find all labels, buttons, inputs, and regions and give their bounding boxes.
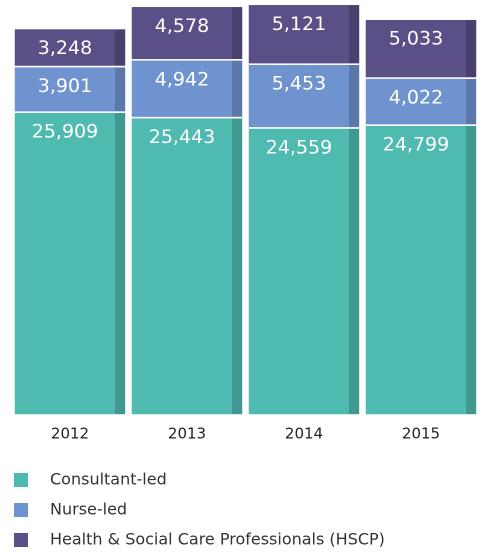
bar-shade bbox=[115, 67, 125, 112]
x-tick-label: 2012 bbox=[51, 425, 89, 443]
bar-shade bbox=[232, 60, 242, 117]
bar-segment bbox=[364, 18, 478, 79]
value-label: 25,909 bbox=[32, 121, 98, 143]
value-label: 25,443 bbox=[149, 126, 215, 148]
x-tick-label: 2014 bbox=[285, 425, 323, 443]
bar-segment bbox=[13, 111, 127, 416]
value-label: 5,033 bbox=[389, 28, 443, 50]
value-label: 4,942 bbox=[155, 68, 209, 90]
bar-shade bbox=[466, 79, 476, 125]
value-label: 5,121 bbox=[272, 13, 326, 35]
x-tick-label: 2015 bbox=[402, 425, 440, 443]
legend-label: Consultant-led bbox=[50, 470, 167, 489]
bar-segment bbox=[247, 127, 361, 416]
x-tick-label: 2013 bbox=[168, 425, 206, 443]
legend-label: Health & Social Care Professionals (HSCP… bbox=[50, 530, 385, 549]
bar-shade bbox=[115, 113, 125, 414]
value-label: 4,022 bbox=[389, 87, 443, 109]
bar-shade bbox=[115, 29, 125, 66]
bar-shade bbox=[349, 128, 359, 414]
value-label: 3,248 bbox=[38, 37, 92, 59]
bar-shade bbox=[232, 118, 242, 414]
value-label: 3,901 bbox=[38, 75, 92, 97]
legend-swatch bbox=[14, 533, 28, 547]
value-label: 4,578 bbox=[155, 15, 209, 37]
bar-segment bbox=[130, 5, 244, 61]
legend-label: Nurse-led bbox=[50, 500, 127, 519]
bar-segment bbox=[13, 27, 127, 68]
bar-segment bbox=[364, 124, 478, 416]
bar-shade bbox=[349, 65, 359, 127]
legend-swatch bbox=[14, 473, 28, 487]
value-label: 5,453 bbox=[272, 73, 326, 95]
value-label: 24,799 bbox=[383, 134, 449, 156]
bar-shade bbox=[466, 20, 476, 78]
legend-swatch bbox=[14, 503, 28, 517]
bar-segment bbox=[247, 3, 361, 65]
bar-shade bbox=[232, 7, 242, 59]
bar-shade bbox=[466, 126, 476, 415]
value-label: 24,559 bbox=[266, 136, 332, 158]
bar-segment bbox=[13, 65, 127, 113]
bar-segment bbox=[247, 63, 361, 129]
bar-segment bbox=[130, 116, 244, 416]
bar-shade bbox=[349, 5, 359, 64]
bar-segment bbox=[364, 77, 478, 126]
